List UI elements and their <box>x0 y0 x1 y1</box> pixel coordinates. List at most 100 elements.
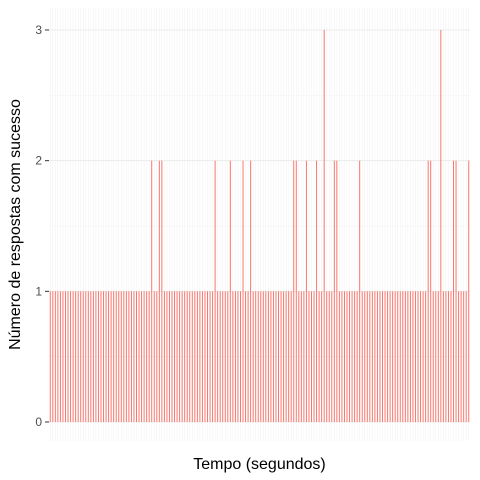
bar <box>425 291 427 422</box>
bar <box>300 291 302 422</box>
bar <box>389 291 391 422</box>
bar <box>49 291 51 422</box>
bar <box>430 160 432 422</box>
bar <box>120 291 122 422</box>
bar <box>80 291 82 422</box>
bar <box>379 291 381 422</box>
bar <box>191 291 193 422</box>
bar <box>219 291 221 422</box>
bar <box>392 291 394 422</box>
bar <box>239 291 241 422</box>
bar <box>103 291 105 422</box>
bar <box>90 291 92 422</box>
bar <box>184 291 186 422</box>
bar <box>371 291 373 422</box>
bar <box>130 291 132 422</box>
bar <box>293 160 295 422</box>
bar <box>232 291 234 422</box>
bar <box>138 291 140 422</box>
bar <box>85 291 87 422</box>
bar <box>194 291 196 422</box>
bar <box>75 291 77 422</box>
bar <box>445 291 447 422</box>
bar <box>168 291 170 422</box>
bar <box>181 291 183 422</box>
bar <box>359 160 361 422</box>
plot-panel <box>49 8 470 441</box>
bar <box>384 291 386 422</box>
y-axis-ticks: 0 1 2 3 <box>35 23 49 429</box>
bar <box>341 291 343 422</box>
bar <box>118 291 120 422</box>
bar <box>92 291 94 422</box>
bar <box>318 291 320 422</box>
bar <box>52 291 54 422</box>
bar <box>407 291 409 422</box>
bar <box>349 291 351 422</box>
bar <box>82 291 84 422</box>
bar <box>453 160 455 422</box>
bar <box>151 160 153 422</box>
bar <box>163 291 165 422</box>
bar <box>442 291 444 422</box>
bar <box>364 291 366 422</box>
bar <box>387 291 389 422</box>
bar <box>308 291 310 422</box>
bar <box>310 291 312 422</box>
bar <box>397 291 399 422</box>
bar <box>450 291 452 422</box>
bar <box>141 291 143 422</box>
bar <box>166 291 168 422</box>
bar <box>278 291 280 422</box>
bar <box>209 291 211 422</box>
bar <box>196 291 198 422</box>
bar <box>427 160 429 422</box>
bar <box>77 291 79 422</box>
bar <box>108 291 110 422</box>
bar <box>414 291 416 422</box>
bar <box>280 291 282 422</box>
bar <box>201 291 203 422</box>
bar <box>113 291 115 422</box>
bar <box>125 291 127 422</box>
bar <box>87 291 89 422</box>
bar <box>351 291 353 422</box>
bar <box>417 291 419 422</box>
bar <box>440 30 442 422</box>
bar <box>67 291 69 422</box>
bar <box>326 291 328 422</box>
bar <box>128 291 130 422</box>
bar <box>110 291 112 422</box>
bar <box>412 291 414 422</box>
bar <box>343 291 345 422</box>
bar <box>272 291 274 422</box>
bar <box>64 291 66 422</box>
bar <box>148 291 150 422</box>
bar <box>161 160 163 422</box>
bar <box>242 160 244 422</box>
bar <box>404 291 406 422</box>
bar <box>234 291 236 422</box>
bar <box>217 291 219 422</box>
bar <box>257 291 259 422</box>
bar <box>455 160 457 422</box>
bar <box>72 291 74 422</box>
bar <box>331 291 333 422</box>
bar <box>265 291 267 422</box>
bar <box>369 291 371 422</box>
bar <box>305 160 307 422</box>
bar <box>54 291 56 422</box>
bar <box>316 160 318 422</box>
bar <box>270 291 272 422</box>
bar <box>214 160 216 422</box>
bar <box>437 291 439 422</box>
x-axis-title: Tempo (segundos) <box>193 456 326 473</box>
bar <box>420 291 422 422</box>
bar <box>382 291 384 422</box>
bar <box>295 160 297 422</box>
bar <box>57 291 59 422</box>
bar <box>255 291 257 422</box>
bar <box>252 291 254 422</box>
bar <box>260 291 262 422</box>
bar <box>435 291 437 422</box>
